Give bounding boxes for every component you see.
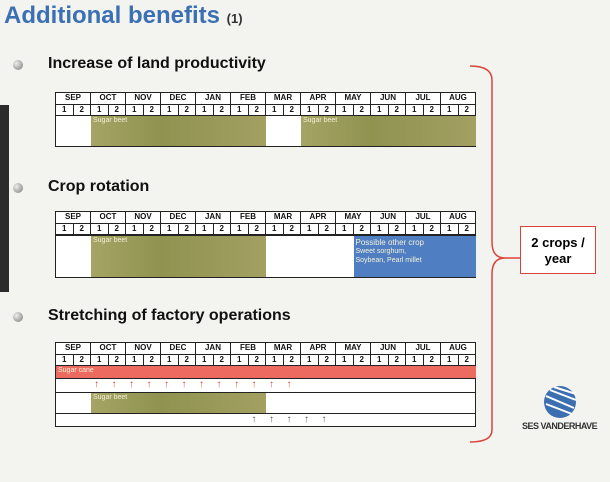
delivery-arrow: ↑	[321, 414, 327, 425]
title-text: Additional benefits	[4, 2, 220, 29]
half-cell: 1	[265, 223, 284, 235]
delivery-arrow: ↑	[286, 379, 292, 390]
delivery-arrow: ↑	[181, 379, 187, 390]
row-cell	[55, 413, 476, 427]
delivery-arrow: ↑	[251, 414, 257, 425]
half-cell: 2	[352, 223, 371, 235]
crop-label-line: Sweet sorghum,	[355, 248, 407, 255]
bullet	[13, 60, 23, 70]
delivery-arrow: ↑	[304, 414, 309, 425]
delivery-arrow: ↑	[286, 414, 292, 425]
bullet	[13, 183, 23, 193]
crop-bar: Sugar cane	[56, 366, 476, 378]
half-cell: 2	[282, 223, 301, 235]
bullet	[13, 312, 23, 322]
section-heading: Crop rotation	[48, 178, 150, 195]
half-cell: 1	[300, 223, 319, 235]
half-cell: 2	[72, 223, 91, 235]
delivery-arrow: ↑	[269, 414, 274, 425]
half-cell: 1	[55, 223, 74, 235]
half-cell: 2	[317, 223, 336, 235]
logo-text: SES VANDERHAVE	[522, 421, 598, 431]
delivery-arrow: ↑	[234, 379, 239, 390]
half-cell: 1	[370, 223, 389, 235]
half-cell: 1	[405, 223, 424, 235]
crop-bar: Sugar beet	[91, 393, 266, 413]
callout-line: 2 crops /	[531, 235, 585, 250]
half-cell: 1	[335, 223, 354, 235]
half-cell: 2	[142, 223, 161, 235]
delivery-arrow: ↑	[199, 379, 204, 390]
photo-edge	[0, 105, 9, 292]
half-cell: 2	[177, 223, 196, 235]
delivery-arrow: ↑	[251, 379, 257, 390]
delivery-arrow: ↑	[269, 379, 274, 390]
bracket	[469, 65, 520, 443]
crop-bar: Possible other crop Sweet sorghum, Soybean…	[353, 236, 476, 277]
half-cell: 1	[160, 223, 179, 235]
title-note: (1)	[226, 11, 243, 26]
delivery-arrow: ↑	[129, 379, 134, 390]
crop-bar: Sugar beet	[301, 116, 476, 146]
half-cell: 2	[457, 223, 476, 235]
half-cell: 1	[195, 223, 214, 235]
crop-label-line: Soybean, Pearl millet	[355, 257, 422, 264]
half-cell: 1	[440, 223, 459, 235]
half-cell: 1	[125, 223, 144, 235]
half-cell: 2	[107, 223, 126, 235]
title: Additional benefits (1)	[4, 2, 243, 30]
section-heading: Increase of land productivity	[48, 55, 266, 72]
crop-bar: Sugar beet	[91, 236, 266, 277]
section-heading: Stretching of factory operations	[48, 307, 291, 324]
crop-label-line: Possible other crop	[355, 238, 424, 247]
delivery-arrow: ↑	[146, 379, 152, 390]
half-cell: 2	[212, 223, 231, 235]
callout-line: year	[544, 251, 572, 266]
half-cell: 1	[230, 223, 249, 235]
half-cell: 2	[387, 223, 406, 235]
half-cell: 2	[422, 223, 441, 235]
half-cell: 2	[247, 223, 266, 235]
delivery-arrow: ↑	[216, 379, 222, 390]
delivery-arrow: ↑	[111, 379, 117, 390]
row-cell	[55, 378, 476, 393]
callout: 2 crops / year	[520, 226, 596, 274]
crop-bar: Sugar beet	[91, 116, 266, 146]
half-cell: 1	[90, 223, 109, 235]
delivery-arrow: ↑	[164, 379, 169, 390]
delivery-arrow: ↑	[94, 379, 99, 390]
logo-mark	[544, 386, 577, 418]
